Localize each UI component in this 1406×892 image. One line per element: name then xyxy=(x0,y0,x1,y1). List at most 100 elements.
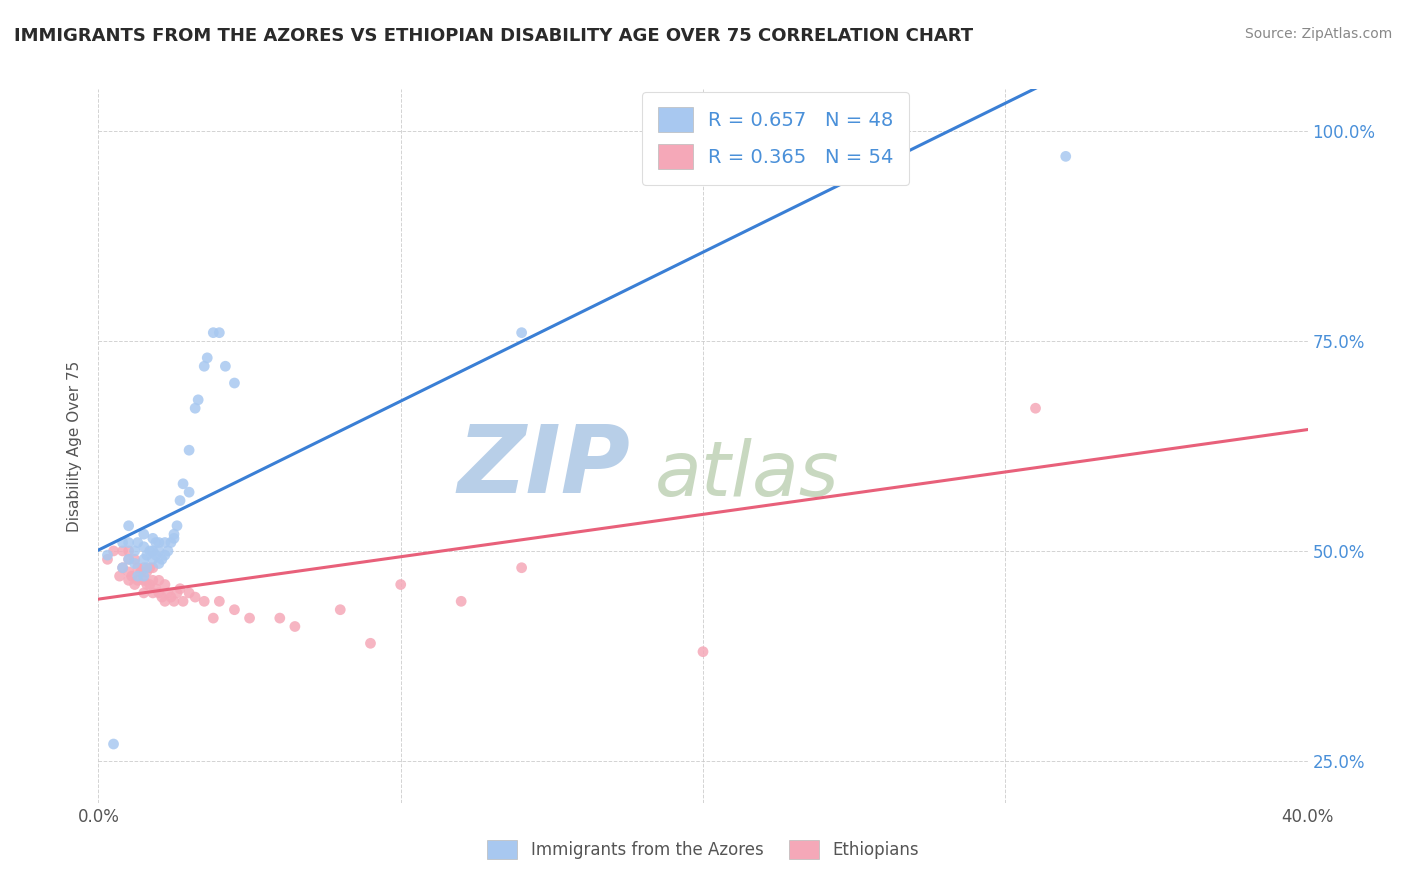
Y-axis label: Disability Age Over 75: Disability Age Over 75 xyxy=(67,360,83,532)
Legend: Immigrants from the Azores, Ethiopians: Immigrants from the Azores, Ethiopians xyxy=(481,833,925,866)
Point xyxy=(127,574,149,588)
Point xyxy=(148,557,170,571)
Point xyxy=(124,557,146,571)
Point xyxy=(450,594,472,608)
Point xyxy=(239,611,262,625)
Point xyxy=(193,594,215,608)
Point xyxy=(389,577,412,591)
Point xyxy=(142,574,165,588)
Point xyxy=(132,569,155,583)
Point xyxy=(142,544,165,558)
Point xyxy=(103,544,125,558)
Point xyxy=(224,603,246,617)
Point xyxy=(169,582,191,596)
Point xyxy=(166,518,188,533)
Point xyxy=(269,611,291,625)
Point xyxy=(179,586,201,600)
Point xyxy=(214,359,236,374)
Text: atlas: atlas xyxy=(655,438,839,511)
Text: IMMIGRANTS FROM THE AZORES VS ETHIOPIAN DISABILITY AGE OVER 75 CORRELATION CHART: IMMIGRANTS FROM THE AZORES VS ETHIOPIAN … xyxy=(14,27,973,45)
Point xyxy=(148,574,170,588)
Point xyxy=(148,535,170,549)
Point xyxy=(118,552,141,566)
Point xyxy=(163,527,186,541)
Point xyxy=(124,577,146,591)
Point xyxy=(160,535,183,549)
Point xyxy=(1024,401,1046,416)
Point xyxy=(142,560,165,574)
Point xyxy=(111,560,134,574)
Point xyxy=(132,560,155,574)
Point xyxy=(132,540,155,554)
Point xyxy=(132,527,155,541)
Point xyxy=(510,326,533,340)
Point xyxy=(135,565,157,579)
Point xyxy=(148,544,170,558)
Point xyxy=(284,619,307,633)
Point xyxy=(132,552,155,566)
Point xyxy=(127,560,149,574)
Point xyxy=(132,574,155,588)
Point xyxy=(118,565,141,579)
Point xyxy=(1054,149,1077,163)
Point xyxy=(179,443,201,458)
Point xyxy=(111,544,134,558)
Point xyxy=(103,737,125,751)
Point xyxy=(132,586,155,600)
Point xyxy=(150,590,173,604)
Point xyxy=(118,574,141,588)
Point xyxy=(692,645,714,659)
Point xyxy=(172,476,194,491)
Point xyxy=(145,582,167,596)
Point xyxy=(169,493,191,508)
Point xyxy=(108,569,131,583)
Point xyxy=(510,560,533,574)
Point xyxy=(153,535,176,549)
Point xyxy=(202,611,225,625)
Point xyxy=(142,586,165,600)
Point xyxy=(160,590,183,604)
Point xyxy=(145,535,167,549)
Point xyxy=(96,548,118,562)
Point xyxy=(202,326,225,340)
Point xyxy=(111,535,134,549)
Point xyxy=(139,544,162,558)
Point xyxy=(163,594,186,608)
Point xyxy=(184,401,207,416)
Point xyxy=(118,544,141,558)
Point xyxy=(118,552,141,566)
Point xyxy=(156,544,179,558)
Point xyxy=(124,544,146,558)
Point xyxy=(121,569,143,583)
Point xyxy=(127,569,149,583)
Text: Source: ZipAtlas.com: Source: ZipAtlas.com xyxy=(1244,27,1392,41)
Point xyxy=(139,577,162,591)
Point xyxy=(224,376,246,390)
Point xyxy=(96,552,118,566)
Point xyxy=(153,594,176,608)
Point xyxy=(124,552,146,566)
Point xyxy=(153,577,176,591)
Point xyxy=(135,560,157,574)
Point xyxy=(153,548,176,562)
Point xyxy=(111,560,134,574)
Point xyxy=(139,560,162,574)
Point xyxy=(163,532,186,546)
Point xyxy=(208,326,231,340)
Point xyxy=(129,565,152,579)
Point xyxy=(195,351,218,365)
Point xyxy=(148,586,170,600)
Text: ZIP: ZIP xyxy=(457,421,630,514)
Point xyxy=(193,359,215,374)
Point xyxy=(135,577,157,591)
Point xyxy=(135,548,157,562)
Point xyxy=(142,532,165,546)
Point xyxy=(156,586,179,600)
Point xyxy=(208,594,231,608)
Point xyxy=(179,485,201,500)
Point xyxy=(127,535,149,549)
Point xyxy=(118,518,141,533)
Point xyxy=(150,552,173,566)
Point xyxy=(118,535,141,549)
Point xyxy=(184,590,207,604)
